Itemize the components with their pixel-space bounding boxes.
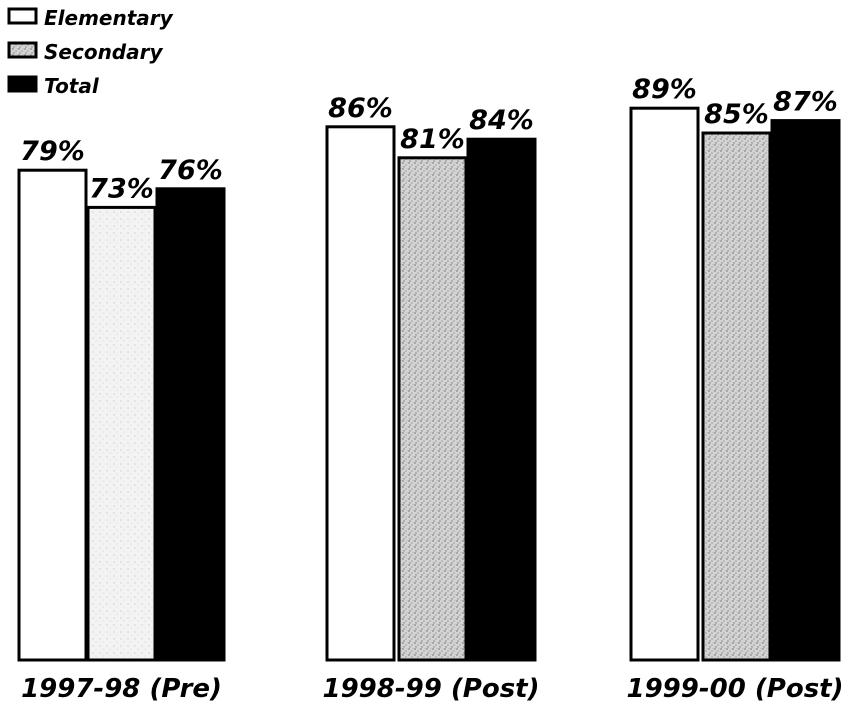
bar-elementary-1997-98-pre — [17, 168, 88, 662]
bar-elementary-1998-99-post — [325, 125, 396, 662]
value-label-secondary-1998-99-post: 81% — [400, 124, 465, 155]
legend-swatch-elementary — [7, 7, 38, 25]
value-label-total-1999-00-post: 87% — [773, 87, 838, 118]
value-label-elementary-1997-98-pre: 79% — [20, 136, 85, 167]
legend-item-total: Total — [7, 74, 100, 98]
bar-total-1997-98-pre — [155, 187, 226, 662]
value-label-elementary-1999-00-post: 89% — [632, 74, 697, 105]
value-label-secondary-1997-98-pre: 73% — [89, 173, 154, 204]
bar-total-1999-00-post — [770, 119, 841, 662]
legend-swatch-total — [7, 75, 38, 93]
value-label-total-1997-98-pre: 76% — [158, 155, 223, 186]
legend-swatch-secondary — [7, 41, 38, 59]
value-label-elementary-1998-99-post: 86% — [328, 93, 393, 124]
bar-secondary-1998-99-post — [397, 156, 468, 662]
value-labels-group: 79%73%76% 86%81%84% 89%85% 87% — [20, 74, 838, 204]
value-label-total-1998-99-post: 84% — [469, 105, 534, 136]
bar-secondary-1997-98-pre — [86, 205, 157, 662]
bar-total-1998-99-post — [466, 137, 537, 662]
legend-label-elementary: Elementary — [44, 6, 174, 30]
category-label-1997-98-pre: 1997-98 (Pre) — [21, 674, 222, 704]
legend-item-secondary: Secondary — [7, 40, 163, 64]
bar-secondary-1999-00-post — [701, 131, 772, 662]
legend-item-elementary: Elementary — [7, 6, 174, 30]
legend-label-total: Total — [44, 74, 100, 98]
bar-elementary-1999-00-post — [629, 106, 700, 662]
bars-group — [17, 106, 841, 662]
legend: Elementary Secondary Total — [7, 6, 174, 98]
value-label-secondary-1999-00-post: 85% — [704, 99, 769, 130]
category-label-1999-00-post: 1999-00 (Post) — [627, 674, 844, 704]
category-labels-group: 1997-98 (Pre) 1998-99 (Post) 1999-00 (Post… — [21, 674, 843, 704]
legend-label-secondary: Secondary — [44, 40, 163, 64]
category-label-1998-99-post: 1998-99 (Post) — [323, 674, 540, 704]
